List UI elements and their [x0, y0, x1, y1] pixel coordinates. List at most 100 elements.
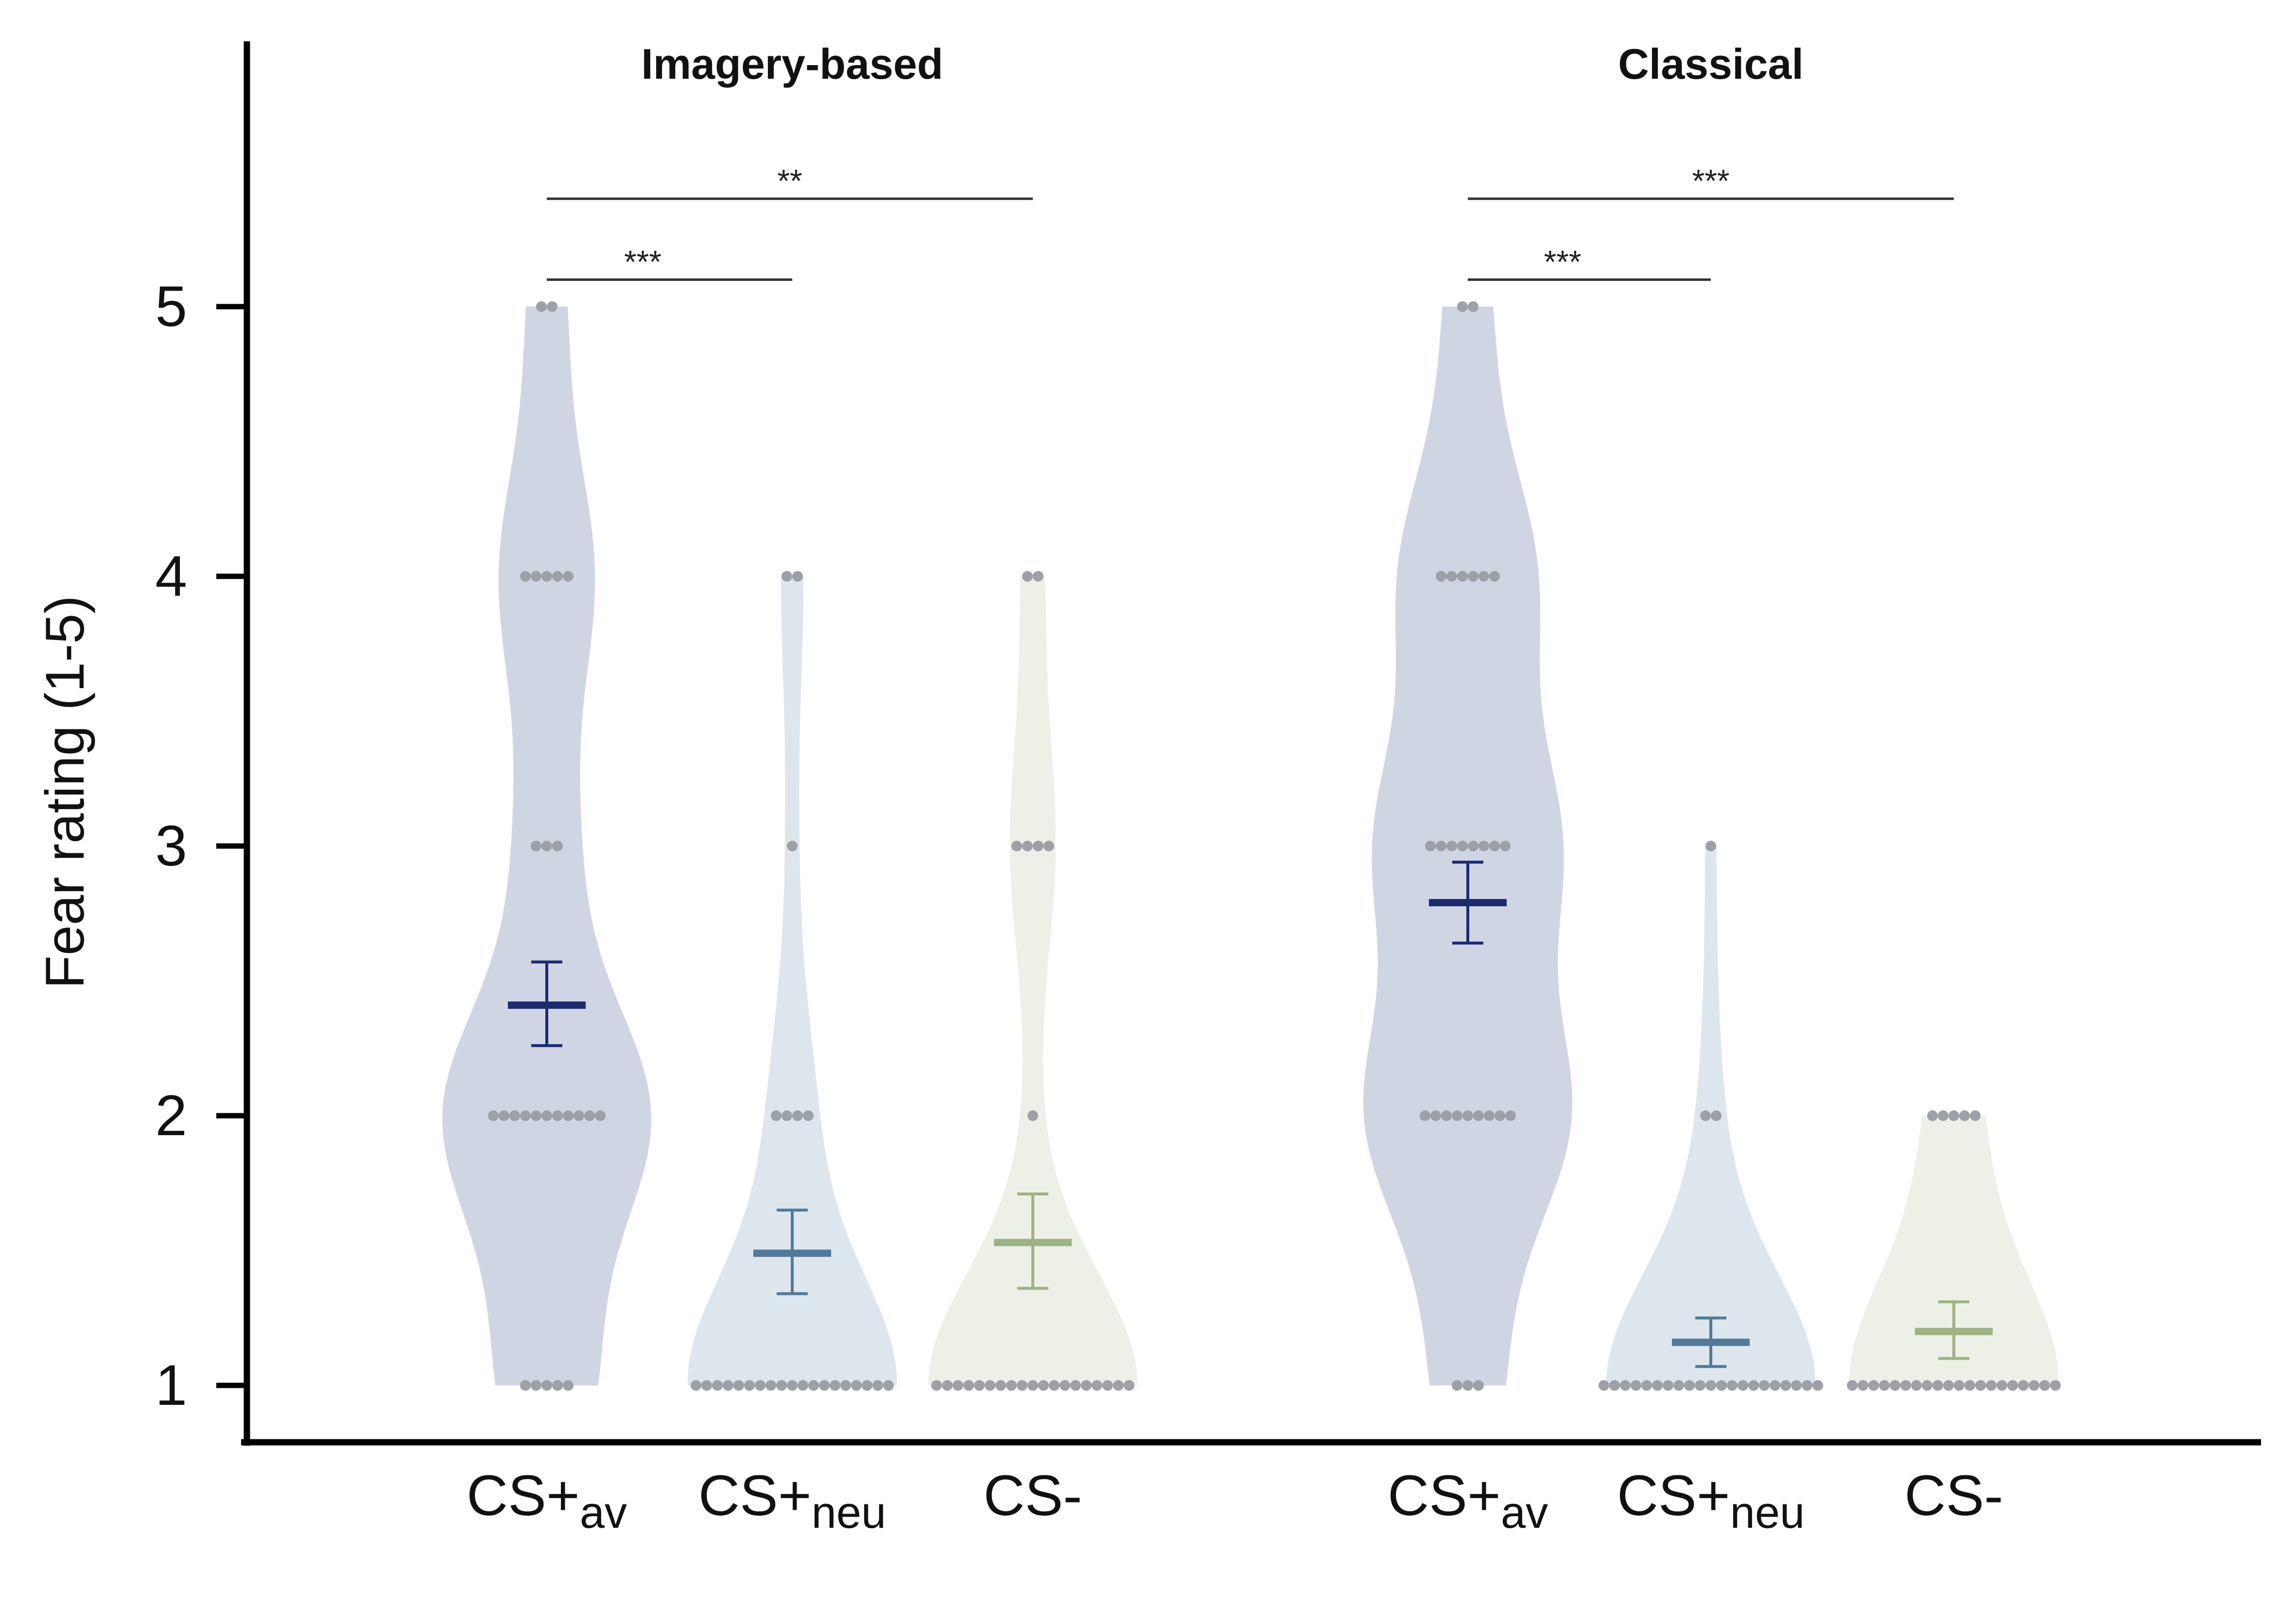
data-point — [531, 841, 541, 851]
group-title-1: Classical — [1618, 40, 1804, 88]
group-title-0: Imagery-based — [641, 40, 943, 88]
significance-label: *** — [624, 244, 661, 280]
data-point — [1812, 1380, 1823, 1391]
data-point — [1022, 841, 1033, 851]
data-point — [1965, 1380, 1975, 1391]
data-point — [1462, 1380, 1473, 1391]
x-tick-label-1-1: CS+neu — [1617, 1464, 1805, 1538]
significance-label: *** — [1692, 163, 1729, 199]
data-point — [552, 1380, 563, 1391]
data-point — [1791, 1380, 1802, 1391]
data-point — [1081, 1380, 1092, 1391]
data-point — [931, 1380, 942, 1391]
violin-1-2 — [1849, 1116, 2058, 1385]
data-point — [691, 1380, 701, 1391]
data-point — [1954, 1380, 1965, 1391]
data-point — [1489, 841, 1500, 851]
data-point — [1092, 1380, 1102, 1391]
data-point — [1033, 841, 1044, 851]
data-point — [2018, 1380, 2029, 1391]
data-point — [723, 1380, 733, 1391]
data-point — [1420, 1110, 1430, 1121]
data-point — [1044, 841, 1054, 851]
violin-0-2 — [928, 576, 1137, 1385]
x-tick-label-1-0: CS+av — [1388, 1464, 1548, 1538]
data-point — [803, 1110, 814, 1121]
data-point — [1900, 1380, 1911, 1391]
data-point — [547, 301, 557, 312]
data-point — [1609, 1380, 1620, 1391]
y-tick-label: 3 — [155, 814, 187, 878]
data-point — [1017, 1380, 1027, 1391]
data-point — [1986, 1380, 1997, 1391]
data-point — [1446, 571, 1457, 582]
data-point — [765, 1380, 776, 1391]
data-point — [701, 1380, 712, 1391]
y-tick-label: 1 — [155, 1353, 187, 1417]
data-points — [488, 301, 2061, 1391]
data-point — [963, 1380, 974, 1391]
data-point — [1484, 1110, 1495, 1121]
data-point — [595, 1110, 606, 1121]
y-tick-label: 4 — [155, 544, 187, 608]
data-point — [1505, 1110, 1516, 1121]
data-point — [1489, 571, 1500, 582]
data-point — [1652, 1380, 1663, 1391]
data-point — [787, 1380, 798, 1391]
data-point — [782, 571, 792, 582]
data-point — [1457, 571, 1468, 582]
data-point — [2029, 1380, 2039, 1391]
data-point — [995, 1380, 1006, 1391]
data-point — [733, 1380, 744, 1391]
data-point — [1425, 841, 1436, 851]
data-point — [830, 1380, 840, 1391]
data-point — [851, 1380, 862, 1391]
data-point — [755, 1380, 765, 1391]
data-point — [1959, 1110, 1970, 1121]
data-point — [552, 841, 563, 851]
data-point — [552, 1110, 563, 1121]
data-point — [2050, 1380, 2061, 1391]
data-point — [1858, 1380, 1868, 1391]
data-point — [787, 841, 798, 851]
data-point — [819, 1380, 830, 1391]
x-tick-label-1-2: CS- — [1904, 1464, 2003, 1528]
data-point — [1446, 841, 1457, 851]
data-point — [1070, 1380, 1081, 1391]
data-point — [776, 1380, 787, 1391]
data-point — [520, 1380, 531, 1391]
data-point — [531, 1110, 541, 1121]
labels: Fear rating (1-5) Imagery-based CS+av CS+n… — [35, 40, 2003, 1538]
data-point — [1975, 1380, 1986, 1391]
data-point — [1922, 1380, 1932, 1391]
data-point — [1695, 1380, 1705, 1391]
y-tick-label: 5 — [155, 275, 187, 339]
data-point — [541, 841, 552, 851]
data-point — [1027, 1110, 1038, 1121]
data-point — [1441, 1110, 1452, 1121]
data-point — [1500, 841, 1511, 851]
x-tick-label-0-0: CS+av — [467, 1464, 627, 1538]
data-point — [883, 1380, 894, 1391]
data-point — [499, 1110, 509, 1121]
data-point — [1943, 1380, 1954, 1391]
data-point — [744, 1380, 755, 1391]
data-point — [1473, 1380, 1484, 1391]
data-point — [531, 571, 541, 582]
data-point — [574, 1110, 584, 1121]
data-point — [552, 571, 563, 582]
data-point — [1727, 1380, 1738, 1391]
data-point — [1457, 841, 1468, 851]
significance-brackets: *********** — [547, 163, 1954, 281]
data-point — [1124, 1380, 1134, 1391]
data-point — [1436, 571, 1446, 582]
data-point — [712, 1380, 723, 1391]
data-point — [1102, 1380, 1113, 1391]
data-point — [1049, 1380, 1060, 1391]
x-tick-label-0-1: CS+neu — [698, 1464, 886, 1538]
data-point — [1631, 1380, 1641, 1391]
data-point — [1938, 1110, 1948, 1121]
data-point — [1468, 301, 1478, 312]
data-point — [1759, 1380, 1770, 1391]
